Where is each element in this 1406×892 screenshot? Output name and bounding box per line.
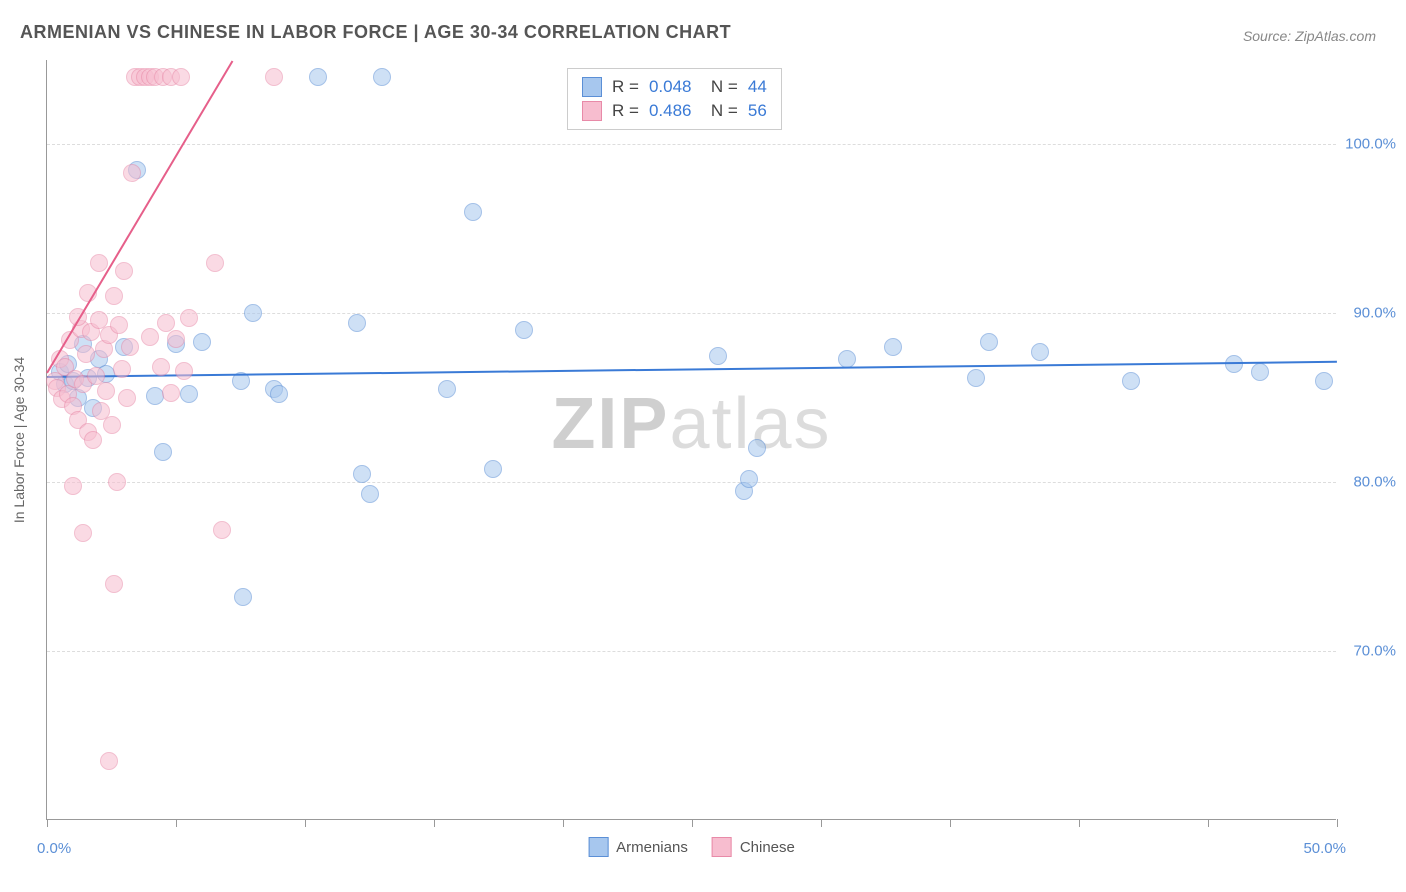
stats-legend: R = 0.048 N = 44 R = 0.486 N = 56 bbox=[567, 68, 782, 130]
x-tick bbox=[1079, 819, 1080, 827]
data-point bbox=[361, 485, 379, 503]
data-point bbox=[967, 369, 985, 387]
data-point bbox=[154, 443, 172, 461]
data-point bbox=[1031, 343, 1049, 361]
data-point bbox=[162, 384, 180, 402]
data-point bbox=[348, 314, 366, 332]
x-tick bbox=[434, 819, 435, 827]
data-point bbox=[740, 470, 758, 488]
data-point bbox=[180, 309, 198, 327]
data-point bbox=[709, 347, 727, 365]
y-tick-label: 90.0% bbox=[1353, 305, 1396, 322]
x-axis-min-label: 0.0% bbox=[37, 840, 71, 857]
data-point bbox=[193, 333, 211, 351]
x-tick bbox=[563, 819, 564, 827]
data-point bbox=[353, 465, 371, 483]
trend-line bbox=[47, 361, 1337, 378]
data-point bbox=[172, 68, 190, 86]
data-point bbox=[64, 477, 82, 495]
data-point bbox=[74, 524, 92, 542]
data-point bbox=[175, 362, 193, 380]
data-point bbox=[438, 380, 456, 398]
data-point bbox=[121, 338, 139, 356]
x-tick bbox=[821, 819, 822, 827]
source-label: Source: ZipAtlas.com bbox=[1243, 28, 1376, 44]
data-point bbox=[90, 254, 108, 272]
data-point bbox=[105, 287, 123, 305]
data-point bbox=[265, 68, 283, 86]
data-point bbox=[838, 350, 856, 368]
data-point bbox=[270, 385, 288, 403]
data-point bbox=[373, 68, 391, 86]
data-point bbox=[123, 164, 141, 182]
data-point bbox=[167, 330, 185, 348]
data-point bbox=[244, 304, 262, 322]
legend-item-chinese: Chinese bbox=[712, 837, 795, 857]
plot-area: ZIPatlas In Labor Force | Age 30-34 0.0%… bbox=[46, 60, 1336, 820]
x-tick bbox=[692, 819, 693, 827]
data-point bbox=[1251, 363, 1269, 381]
x-tick bbox=[47, 819, 48, 827]
data-point bbox=[180, 385, 198, 403]
data-point bbox=[464, 203, 482, 221]
y-tick-label: 100.0% bbox=[1345, 136, 1396, 153]
legend-item-armenians: Armenians bbox=[588, 837, 688, 857]
data-point bbox=[100, 752, 118, 770]
swatch-chinese bbox=[582, 101, 602, 121]
gridline-h bbox=[47, 651, 1336, 652]
y-axis-title: In Labor Force | Age 30-34 bbox=[11, 356, 27, 522]
data-point bbox=[97, 382, 115, 400]
x-tick bbox=[305, 819, 306, 827]
data-point bbox=[115, 262, 133, 280]
data-point bbox=[103, 416, 121, 434]
data-point bbox=[77, 345, 95, 363]
data-point bbox=[110, 316, 128, 334]
x-axis-max-label: 50.0% bbox=[1303, 840, 1346, 857]
swatch-chinese-icon bbox=[712, 837, 732, 857]
data-point bbox=[105, 575, 123, 593]
bottom-legend: Armenians Chinese bbox=[588, 837, 795, 857]
trend-line bbox=[46, 60, 233, 373]
data-point bbox=[113, 360, 131, 378]
data-point bbox=[484, 460, 502, 478]
swatch-armenians-icon bbox=[588, 837, 608, 857]
gridline-h bbox=[47, 144, 1336, 145]
gridline-h bbox=[47, 313, 1336, 314]
stats-row-armenians: R = 0.048 N = 44 bbox=[582, 75, 767, 99]
data-point bbox=[108, 473, 126, 491]
x-tick bbox=[950, 819, 951, 827]
data-point bbox=[309, 68, 327, 86]
data-point bbox=[980, 333, 998, 351]
swatch-armenians bbox=[582, 77, 602, 97]
data-point bbox=[748, 439, 766, 457]
gridline-h bbox=[47, 482, 1336, 483]
data-point bbox=[213, 521, 231, 539]
data-point bbox=[234, 588, 252, 606]
correlation-chart: ARMENIAN VS CHINESE IN LABOR FORCE | AGE… bbox=[0, 0, 1406, 892]
y-tick-label: 70.0% bbox=[1353, 643, 1396, 660]
data-point bbox=[118, 389, 136, 407]
data-point bbox=[84, 431, 102, 449]
data-point bbox=[152, 358, 170, 376]
watermark: ZIPatlas bbox=[551, 383, 831, 465]
x-tick bbox=[176, 819, 177, 827]
data-point bbox=[206, 254, 224, 272]
data-point bbox=[515, 321, 533, 339]
data-point bbox=[1315, 372, 1333, 390]
y-tick-label: 80.0% bbox=[1353, 474, 1396, 491]
data-point bbox=[884, 338, 902, 356]
data-point bbox=[141, 328, 159, 346]
x-tick bbox=[1208, 819, 1209, 827]
chart-title: ARMENIAN VS CHINESE IN LABOR FORCE | AGE… bbox=[20, 22, 731, 43]
x-tick bbox=[1337, 819, 1338, 827]
stats-row-chinese: R = 0.486 N = 56 bbox=[582, 99, 767, 123]
data-point bbox=[1122, 372, 1140, 390]
